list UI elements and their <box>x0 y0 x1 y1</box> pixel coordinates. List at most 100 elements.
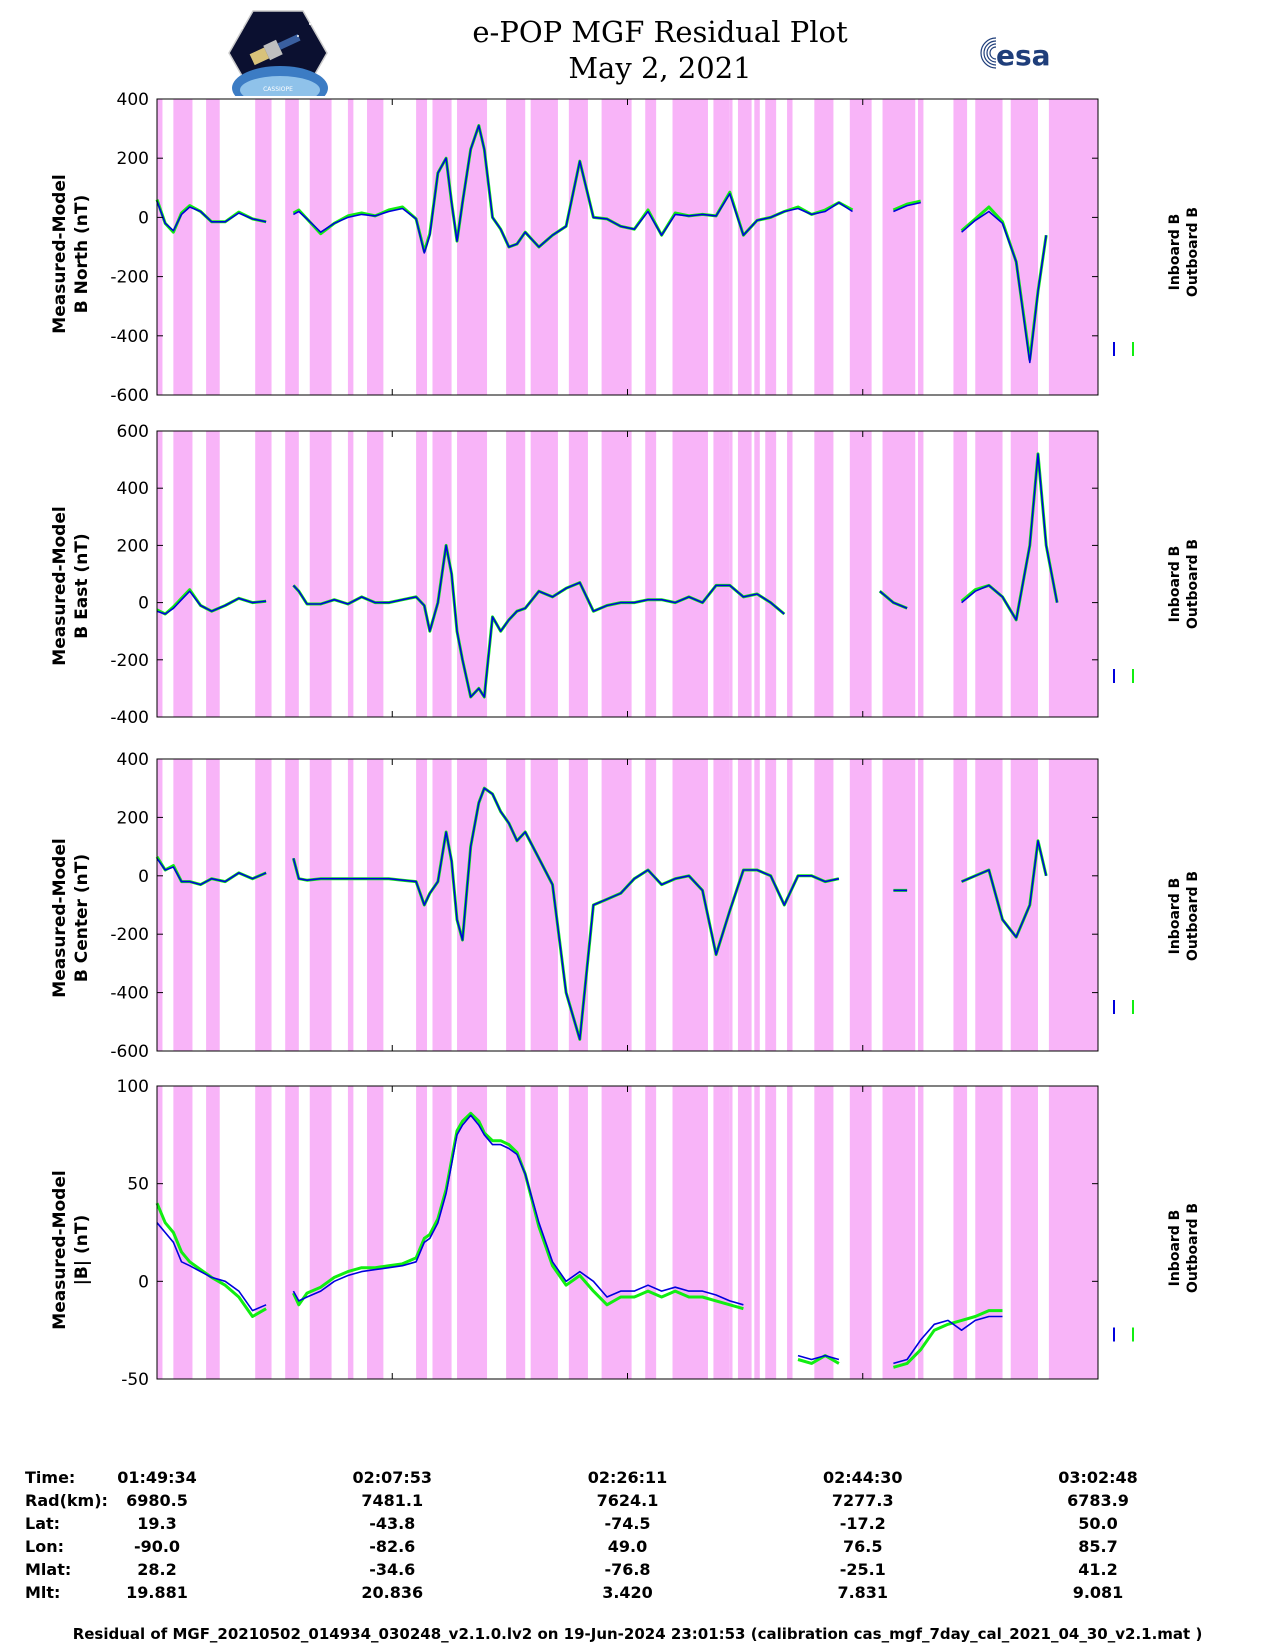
shading-band-2-18 <box>713 431 730 717</box>
shading-band-3-4 <box>255 759 272 1051</box>
info-row-1: Time: 01:49:34 02:07:53 02:26:11 02:44:30 03:… <box>0 1468 1275 1490</box>
legend-3-outboard: Outboard B <box>1185 870 1201 962</box>
shading-band-2-31 <box>1048 431 1098 717</box>
shading-band-3-25 <box>849 759 872 1051</box>
shading-band-2-27 <box>917 431 924 717</box>
shading-band-2-16 <box>645 431 657 717</box>
shading-band-2-7 <box>347 431 354 717</box>
shading-band-2-24 <box>814 431 834 717</box>
shading-band-2-4 <box>255 431 272 717</box>
legend-4-inboard: Inboard B <box>1167 1209 1183 1287</box>
shading-band-2-17 <box>672 431 708 717</box>
ytick-label-4-3: 0 <box>138 1272 149 1292</box>
ytick-label-1-1: 400 <box>117 90 149 110</box>
shading-band-3-27 <box>917 759 924 1051</box>
shading-band-1-22 <box>765 99 777 395</box>
ytick-label-2-4: 0 <box>138 594 149 614</box>
shading-band-1-17 <box>672 99 708 395</box>
plot-title: e-POP MGF Residual Plot May 2, 2021 <box>420 14 900 86</box>
shading-band-1-31 <box>1048 99 1098 395</box>
shading-band-1-13 <box>530 99 558 395</box>
info-row-6: Mlt: 19.881 20.836 3.420 7.831 9.081 <box>0 1583 1275 1605</box>
info-cell: 02:44:30 <box>822 1468 903 1487</box>
shading-band-2-19 <box>729 431 733 717</box>
shading-band-4-20 <box>737 1086 752 1379</box>
shading-band-4-21 <box>754 1086 760 1379</box>
shading-band-4-3 <box>206 1086 220 1379</box>
shading-band-2-15 <box>601 431 632 717</box>
info-cell: 6980.5 <box>126 1491 188 1510</box>
ylabel-2-line-2: B East (nT) <box>72 533 92 639</box>
ytick-label-3-4: -200 <box>110 925 149 945</box>
shading-band-1-8 <box>367 99 384 395</box>
shading-band-2-13 <box>530 431 558 717</box>
info-cell: -76.8 <box>604 1560 651 1579</box>
ytick-label-1-4: -200 <box>110 268 149 288</box>
legend-panel-3: Inboard B Outboard B <box>1166 816 1202 1016</box>
shading-band-1-29 <box>975 99 1003 395</box>
ytick-label-4-2: 50 <box>127 1175 149 1195</box>
shading-band-4-2 <box>173 1086 193 1379</box>
shading-band-3-10 <box>432 759 452 1051</box>
shading-band-4-15 <box>601 1086 632 1379</box>
shading-band-3-2 <box>173 759 193 1051</box>
ytick-label-3-5: -400 <box>110 984 149 1004</box>
ylabel-3-line-1: Measured-Model <box>50 838 70 998</box>
shading-band-2-20 <box>737 431 752 717</box>
esa-logo-text: esa <box>996 39 1051 72</box>
info-cell: -17.2 <box>839 1514 886 1533</box>
footer-caption: Residual of MGF_20210502_014934_030248_v… <box>72 1625 1203 1643</box>
ytick-label-1-5: -400 <box>110 327 149 347</box>
ylabel-panel-2: Measured-Model B East (nT) <box>49 436 93 736</box>
shading-band-1-12 <box>506 99 526 395</box>
shading-band-3-7 <box>347 759 354 1051</box>
ylabel-3-line-2: B Center (nT) <box>72 853 92 983</box>
info-cell: 19.3 <box>137 1514 177 1533</box>
shading-band-4-7 <box>347 1086 354 1379</box>
shading-band-3-18 <box>713 759 730 1051</box>
shading-band-4-29 <box>975 1086 1003 1379</box>
title-line-1: e-POP MGF Residual Plot <box>472 15 848 49</box>
info-cell: 02:26:11 <box>587 1468 668 1487</box>
info-cell: 76.5 <box>843 1537 883 1556</box>
esa-logo: esa <box>978 34 1088 78</box>
shading-band-1-1 <box>157 99 163 395</box>
info-cell: -43.8 <box>369 1514 416 1533</box>
shading-band-1-15 <box>601 99 632 395</box>
info-cell: 7624.1 <box>596 1491 659 1510</box>
legend-1-inboard: Inboard B <box>1167 213 1183 291</box>
info-cell: 9.081 <box>1072 1583 1124 1602</box>
info-cell: -74.5 <box>604 1514 651 1533</box>
shading-band-1-30 <box>1010 99 1038 395</box>
plots-svg: 400 200 0 -200 -400 -600 600 400 200 0 -200 -400 400… <box>110 90 1134 1390</box>
shading-band-4-10 <box>432 1086 452 1379</box>
info-cell: 7277.3 <box>831 1491 894 1510</box>
ytick-label-3-2: 200 <box>117 808 149 828</box>
info-cell: 19.881 <box>126 1583 188 1602</box>
series-inboard-panel-3 <box>156 787 1047 1041</box>
shading-band-2-26 <box>882 431 916 717</box>
legend-panel-4: Inboard B Outboard B <box>1166 1148 1202 1348</box>
shading-band-3-8 <box>367 759 384 1051</box>
shading-band-4-19 <box>729 1086 733 1379</box>
shading-band-4-11 <box>457 1086 488 1379</box>
info-cell: 7481.1 <box>361 1491 424 1510</box>
info-cell: 41.2 <box>1078 1560 1118 1579</box>
shading-band-4-9 <box>416 1086 428 1379</box>
shading-band-1-6 <box>309 99 332 395</box>
shading-band-3-31 <box>1048 759 1098 1051</box>
shading-band-4-8 <box>367 1086 384 1379</box>
series-inboard-panel-2 <box>156 453 1058 698</box>
info-cell: 20.836 <box>361 1583 424 1602</box>
shading-band-3-9 <box>416 759 428 1051</box>
shading-band-3-21 <box>754 759 760 1051</box>
legend-3-inboard: Inboard B <box>1167 877 1183 955</box>
info-cell: 28.2 <box>137 1560 177 1579</box>
shading-band-1-14 <box>568 99 588 395</box>
info-row-4: Lon: -90.0 -82.6 49.0 76.5 85.7 <box>0 1537 1275 1559</box>
shading-band-1-26 <box>882 99 916 395</box>
shading-band-4-14 <box>568 1086 588 1379</box>
shading-band-4-28 <box>953 1086 968 1379</box>
shading-band-2-28 <box>953 431 968 717</box>
shading-band-4-13 <box>530 1086 558 1379</box>
